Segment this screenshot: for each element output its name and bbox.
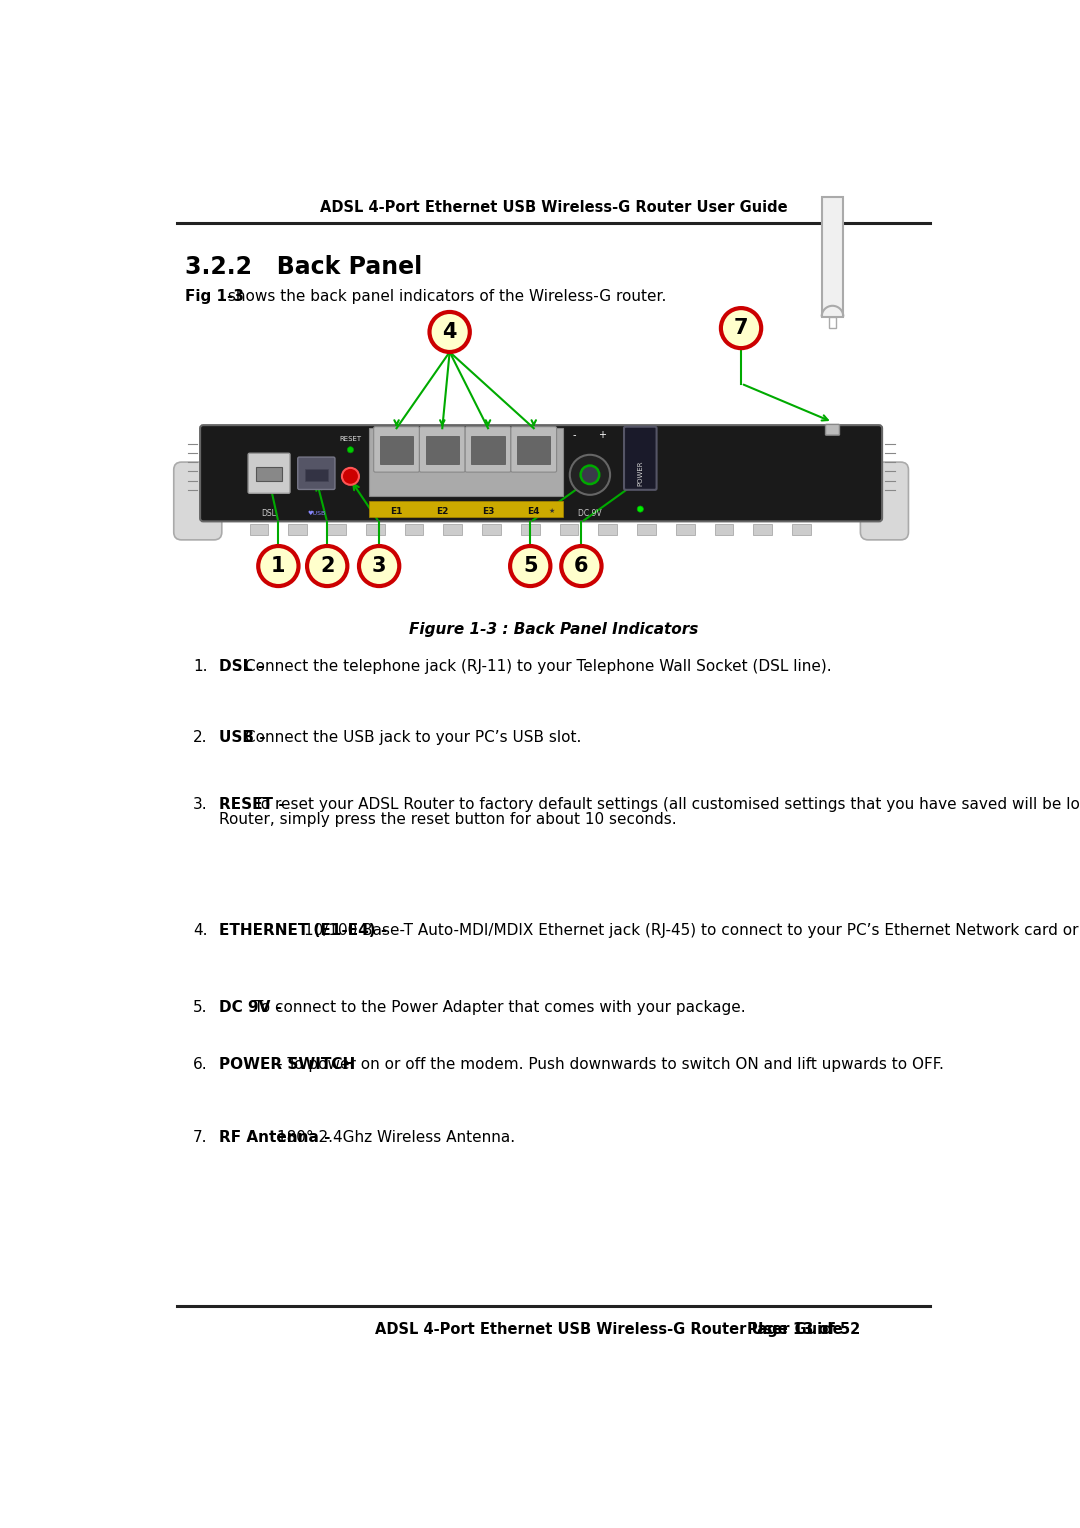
Bar	[793, 524, 811, 535]
Bar	[637, 524, 656, 535]
FancyBboxPatch shape	[200, 425, 882, 521]
Text: E2: E2	[436, 507, 448, 516]
FancyBboxPatch shape	[624, 426, 657, 490]
Bar	[471, 435, 504, 465]
Bar	[754, 524, 772, 535]
Text: Router, simply press the reset button for about 10 seconds.: Router, simply press the reset button fo…	[218, 811, 676, 827]
Text: E3: E3	[482, 507, 495, 516]
Circle shape	[570, 455, 610, 495]
Ellipse shape	[359, 545, 400, 587]
Text: 2: 2	[320, 556, 335, 576]
Bar	[305, 469, 328, 481]
Text: shows the back panel indicators of the Wireless-G router.: shows the back panel indicators of the W…	[222, 289, 666, 304]
FancyBboxPatch shape	[511, 426, 556, 472]
FancyBboxPatch shape	[374, 426, 419, 472]
FancyBboxPatch shape	[174, 461, 221, 539]
Text: 7.: 7.	[193, 1131, 207, 1146]
Bar	[288, 524, 307, 535]
Bar	[380, 435, 414, 465]
Text: Page 13 of 52: Page 13 of 52	[747, 1322, 861, 1337]
Text: Figure 1-3 : Back Panel Indicators: Figure 1-3 : Back Panel Indicators	[409, 622, 698, 637]
Ellipse shape	[562, 545, 602, 587]
Bar	[426, 435, 459, 465]
FancyBboxPatch shape	[419, 426, 465, 472]
Text: RF Antenna -: RF Antenna -	[218, 1131, 330, 1146]
Text: 3.2.2   Back Panel: 3.2.2 Back Panel	[186, 255, 422, 278]
Bar	[405, 524, 423, 535]
Text: DC 9V: DC 9V	[578, 509, 602, 518]
Ellipse shape	[430, 312, 470, 351]
Bar	[517, 435, 551, 465]
Bar	[715, 524, 733, 535]
Ellipse shape	[721, 309, 761, 348]
Bar	[256, 468, 282, 481]
Text: 4: 4	[443, 322, 457, 342]
Text: E4: E4	[527, 507, 540, 516]
Text: - To power on or off the modem. Push downwards to switch ON and lift upwards to : - To power on or off the modem. Push dow…	[276, 1057, 944, 1073]
Bar	[822, 197, 843, 316]
Text: Connect the telephone jack (RJ-11) to your Telephone Wall Socket (DSL line).: Connect the telephone jack (RJ-11) to yo…	[244, 659, 832, 674]
Text: ADSL 4-Port Ethernet USB Wireless-G Router User Guide: ADSL 4-Port Ethernet USB Wireless-G Rout…	[320, 200, 787, 215]
Circle shape	[348, 446, 353, 452]
Text: ★: ★	[549, 509, 555, 515]
Text: 4.: 4.	[193, 923, 207, 938]
Text: Fig 1-3: Fig 1-3	[186, 289, 244, 304]
Circle shape	[637, 506, 644, 512]
Bar	[482, 524, 501, 535]
Bar	[327, 524, 346, 535]
Text: DSL -: DSL -	[218, 659, 264, 674]
Text: E1: E1	[390, 507, 403, 516]
Bar	[369, 428, 563, 497]
Bar	[444, 524, 462, 535]
Text: DSL: DSL	[261, 509, 276, 518]
Bar	[521, 524, 540, 535]
Bar	[559, 524, 578, 535]
FancyBboxPatch shape	[825, 425, 839, 435]
Text: ♥USB: ♥USB	[307, 512, 325, 516]
Bar	[369, 501, 563, 516]
Text: 6: 6	[575, 556, 589, 576]
FancyBboxPatch shape	[861, 461, 908, 539]
Bar	[828, 316, 836, 329]
Bar	[249, 524, 268, 535]
Text: 10/100 Base-T Auto-MDI/MDIX Ethernet jack (RJ-45) to connect to your PC’s Ethern: 10/100 Base-T Auto-MDI/MDIX Ethernet jac…	[303, 923, 1080, 938]
Text: 7: 7	[733, 318, 748, 338]
Text: 6.: 6.	[193, 1057, 207, 1073]
Text: RESET: RESET	[339, 435, 362, 442]
Text: 180° 2.4Ghz Wireless Antenna.: 180° 2.4Ghz Wireless Antenna.	[276, 1131, 515, 1146]
Text: POWER: POWER	[637, 460, 644, 486]
Text: 3.: 3.	[193, 798, 207, 811]
Bar	[366, 524, 384, 535]
FancyBboxPatch shape	[248, 454, 291, 494]
Circle shape	[342, 468, 359, 484]
Text: 1: 1	[271, 556, 285, 576]
Text: RESET -: RESET -	[218, 798, 284, 811]
FancyBboxPatch shape	[298, 457, 335, 489]
Bar	[598, 524, 617, 535]
Ellipse shape	[510, 545, 551, 587]
Text: ETHERNET (E1-E4) -: ETHERNET (E1-E4) -	[218, 923, 387, 938]
Text: 5: 5	[523, 556, 538, 576]
FancyBboxPatch shape	[465, 426, 511, 472]
Circle shape	[581, 466, 599, 484]
Text: POWER SWITCH: POWER SWITCH	[218, 1057, 355, 1073]
Ellipse shape	[307, 545, 348, 587]
Text: +: +	[598, 431, 606, 440]
Text: To connect to the Power Adapter that comes with your package.: To connect to the Power Adapter that com…	[254, 999, 745, 1015]
Text: DC 9V -: DC 9V -	[218, 999, 282, 1015]
Text: To reset your ADSL Router to factory default settings (all customised settings t: To reset your ADSL Router to factory def…	[254, 798, 1080, 811]
Text: -: -	[572, 431, 576, 440]
Text: 2.: 2.	[193, 730, 207, 746]
Text: Connect the USB jack to your PC’s USB slot.: Connect the USB jack to your PC’s USB sl…	[244, 730, 581, 746]
Text: 5.: 5.	[193, 999, 207, 1015]
Bar	[676, 524, 694, 535]
Text: ADSL 4-Port Ethernet USB Wireless-G Router User Guide: ADSL 4-Port Ethernet USB Wireless-G Rout…	[375, 1322, 842, 1337]
Text: USB -: USB -	[218, 730, 266, 746]
Ellipse shape	[258, 545, 298, 587]
Text: 1.: 1.	[193, 659, 207, 674]
Text: 3: 3	[372, 556, 387, 576]
